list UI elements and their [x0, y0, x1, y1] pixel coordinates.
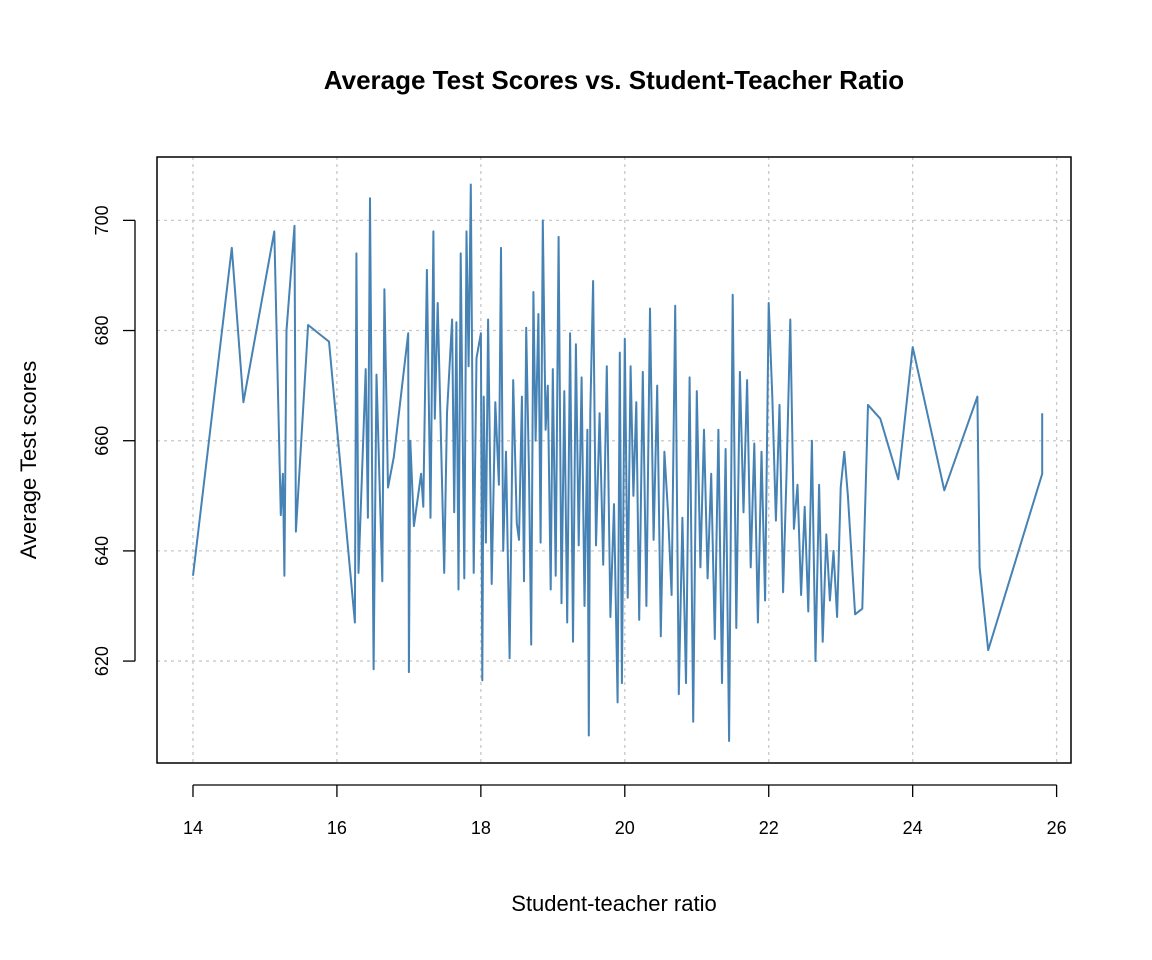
x-tick-label: 14 [183, 818, 203, 838]
plot-area-border [156, 156, 1072, 764]
y-tick-label: 620 [92, 646, 112, 676]
y-tick-label: 700 [92, 205, 112, 235]
x-tick-label: 18 [471, 818, 491, 838]
x-tick-label: 20 [615, 818, 635, 838]
x-axis-label: Student-teacher ratio [511, 891, 716, 916]
x-tick-label: 22 [759, 818, 779, 838]
y-tick-label: 660 [92, 426, 112, 456]
x-tick-label: 26 [1047, 818, 1067, 838]
y-axis-label: Average Test scores [16, 361, 41, 560]
grid-lines [157, 157, 1071, 763]
series-line [192, 183, 1044, 742]
x-tick-label: 16 [327, 818, 347, 838]
y-axis: 620 640 660 680 700 [92, 205, 136, 676]
chart-title: Average Test Scores vs. Student-Teacher … [324, 65, 904, 95]
y-tick-label: 680 [92, 316, 112, 346]
x-axis: 14 16 18 20 22 24 26 [183, 784, 1067, 838]
y-tick-label: 640 [92, 536, 112, 566]
x-tick-label: 24 [903, 818, 923, 838]
